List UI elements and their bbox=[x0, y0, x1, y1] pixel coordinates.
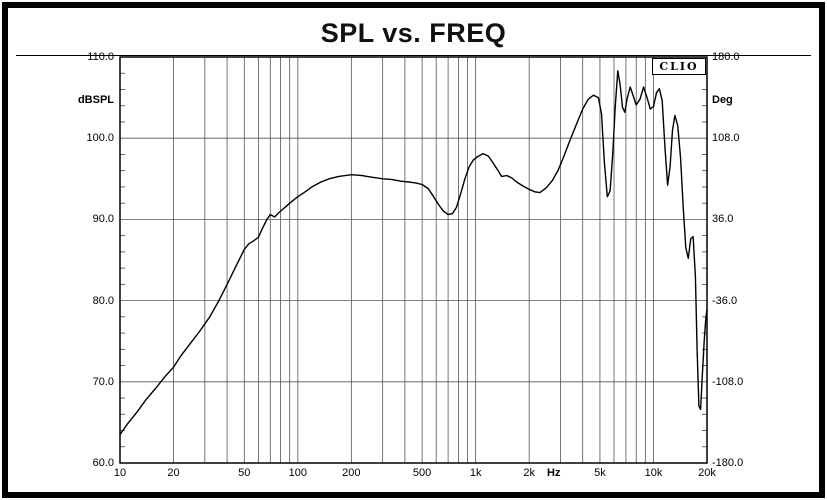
y-left-tick-label: 80.0 bbox=[92, 294, 114, 307]
y-right-tick-label: 36.0 bbox=[712, 213, 734, 226]
title-divider bbox=[16, 55, 811, 56]
y-right-tick-label: -108.0 bbox=[712, 375, 744, 388]
y-right-tick-label: -180.0 bbox=[712, 457, 744, 469]
x-tick-label: 200 bbox=[342, 467, 361, 479]
x-tick-label: 50 bbox=[238, 467, 251, 479]
x-tick-label: 500 bbox=[412, 467, 432, 479]
x-tick-label: 10k bbox=[644, 467, 663, 479]
x-tick-label: 20k bbox=[698, 467, 716, 479]
x-tick-label: 2k bbox=[523, 467, 535, 479]
y-left-tick-label: 100.0 bbox=[86, 132, 114, 145]
x-tick-label: 20 bbox=[167, 467, 180, 479]
y-right-tick-label: -36.0 bbox=[712, 294, 738, 307]
right-axis-title: Deg bbox=[712, 94, 733, 106]
x-tick-label: 1k bbox=[469, 467, 482, 479]
y-left-tick-label: 110.0 bbox=[87, 51, 114, 63]
y-left-tick-label: 90.0 bbox=[92, 213, 114, 226]
y-right-tick-label: 180.0 bbox=[712, 51, 740, 63]
plot-border bbox=[119, 56, 708, 464]
x-tick-label: 5k bbox=[594, 467, 606, 479]
x-tick-label: 10 bbox=[113, 467, 127, 479]
x-tick-label: 100 bbox=[288, 467, 307, 479]
spl-curve bbox=[119, 70, 708, 436]
y-left-tick-label: 60.0 bbox=[92, 457, 114, 469]
clio-logo: CLIO bbox=[652, 58, 706, 75]
x-axis-unit-label: Hz bbox=[547, 467, 561, 479]
y-right-tick-label: 108.0 bbox=[712, 132, 740, 145]
chart-title: SPL vs. FREQ bbox=[320, 18, 507, 48]
left-axis-title: dBSPL bbox=[77, 94, 114, 106]
y-left-tick-label: 70.0 bbox=[92, 375, 114, 388]
